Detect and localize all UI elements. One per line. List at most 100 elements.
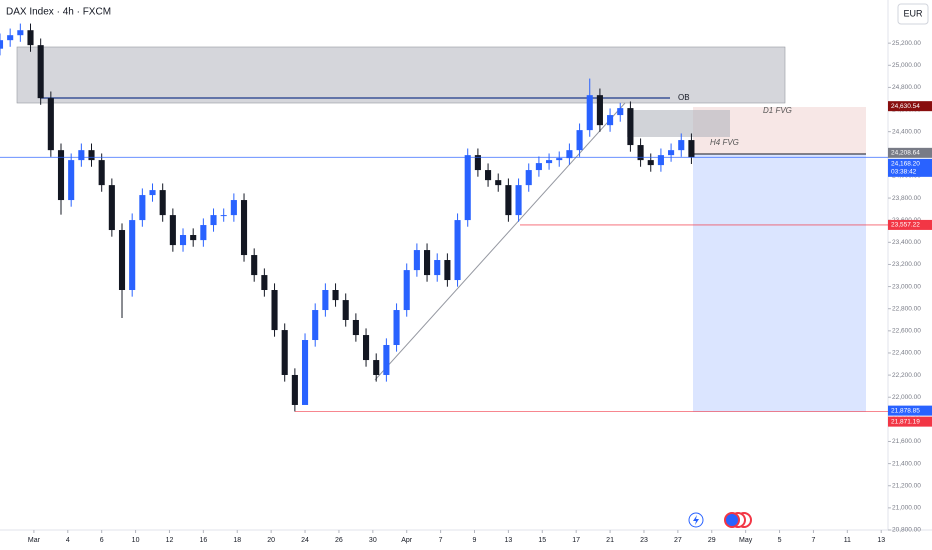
price-label: 23,557.22 — [891, 222, 920, 229]
y-tick-label: 23,200.00 — [892, 261, 921, 268]
price-label-bg — [888, 147, 932, 158]
x-tick-label: 13 — [504, 537, 512, 544]
x-tick-label: 17 — [572, 537, 580, 544]
candle-body — [108, 185, 115, 231]
y-tick-label: 22,200.00 — [892, 372, 921, 379]
price-label-bg — [888, 101, 932, 112]
candle-body — [179, 235, 187, 246]
x-tick-label: 20 — [267, 537, 275, 544]
event-icon-1[interactable] — [724, 512, 740, 528]
x-tick-label: 9 — [473, 537, 477, 544]
x-tick-label: May — [739, 537, 753, 544]
price-label: 21,871.19 — [891, 418, 920, 425]
candle-body — [98, 160, 105, 186]
candle-body — [668, 150, 675, 156]
y-tick-label: 22,400.00 — [892, 350, 921, 357]
price-countdown: 03:38:42 — [891, 169, 917, 176]
candle-body — [403, 270, 410, 311]
y-tick-label: 24,800.00 — [892, 84, 921, 91]
candle-body — [27, 30, 34, 46]
candle-body — [627, 108, 634, 146]
y-tick-label: 25,000.00 — [892, 62, 921, 69]
candle-body — [169, 215, 176, 246]
candle-body — [556, 158, 563, 161]
y-tick-label: 22,000.00 — [892, 394, 921, 401]
candle-body — [149, 190, 156, 196]
candle-body — [515, 185, 522, 216]
candle-body — [495, 180, 502, 186]
candle-body — [0, 40, 4, 49]
candle-body — [291, 374, 298, 405]
candle-body — [586, 95, 593, 131]
x-tick-label: 10 — [132, 537, 140, 544]
candle-body — [332, 290, 339, 301]
candle-body — [637, 145, 644, 161]
x-tick-label: 13 — [877, 537, 885, 544]
y-tick-label: 21,600.00 — [892, 438, 921, 445]
x-tick-label: 21 — [606, 537, 614, 544]
candle-body — [352, 319, 359, 336]
price-label: 24,168.20 — [891, 161, 920, 168]
candle-body — [413, 250, 420, 271]
candle-body — [190, 235, 197, 241]
candle-body — [393, 310, 400, 345]
candle-body — [251, 255, 258, 276]
trend-line — [374, 102, 626, 381]
currency[interactable]: EUR — [903, 8, 923, 18]
x-tick-label: 12 — [166, 537, 174, 544]
candle-body — [240, 200, 248, 256]
x-tick-label: 4 — [66, 537, 70, 544]
price-label-bg — [888, 219, 932, 230]
x-tick-label: 16 — [199, 537, 207, 544]
candle-body — [535, 163, 542, 171]
candle-body — [261, 275, 268, 291]
x-tick-label: 6 — [100, 537, 104, 544]
h4-fvg-zone — [627, 110, 730, 137]
price-label-bg — [888, 416, 932, 427]
target-zone — [693, 154, 866, 412]
x-tick-label: 24 — [301, 537, 309, 544]
ob-label: OB — [678, 93, 690, 102]
h4-fvg-label: H4 FVG — [710, 138, 739, 147]
plot — [0, 23, 695, 412]
price-label: 24,630.54 — [891, 103, 920, 110]
candle-body — [68, 160, 75, 201]
y-tick-label: 23,800.00 — [892, 195, 921, 202]
candle-body — [474, 155, 481, 171]
candle-body — [464, 155, 471, 221]
candle-body — [17, 30, 24, 36]
x-tick-label: 15 — [538, 537, 546, 544]
candle-body — [301, 340, 309, 405]
price-label-bg — [888, 405, 932, 416]
x-tick-label: 18 — [233, 537, 241, 544]
x-tick-label: 5 — [778, 537, 782, 544]
candle-body — [485, 170, 492, 181]
y-tick-label: 23,400.00 — [892, 239, 921, 246]
candle-body — [159, 190, 166, 216]
candle-body — [373, 360, 380, 375]
candle-body — [434, 260, 441, 276]
x-tick-label: 11 — [844, 537, 851, 544]
candle-body — [281, 330, 288, 375]
x-tick-label: 23 — [640, 537, 648, 544]
candle-body — [596, 95, 603, 126]
candle-body — [525, 170, 532, 186]
candle-body — [78, 150, 85, 161]
price-label: 24,208.64 — [891, 150, 920, 157]
x-tick-label: 7 — [439, 537, 443, 544]
x-tick-label: 27 — [674, 537, 682, 544]
x-tick-label: 29 — [708, 537, 716, 544]
y-tick-label: 22,800.00 — [892, 305, 921, 312]
x-tick-label: Apr — [401, 537, 413, 544]
candle-body — [566, 150, 573, 159]
currency-button[interactable] — [897, 3, 929, 25]
chart-title: DAX Index · 4h · FXCM — [6, 7, 111, 18]
candle-body — [129, 220, 136, 291]
x-tick-label: 26 — [335, 537, 343, 544]
candle-body — [271, 290, 278, 331]
price-label-bg — [888, 158, 932, 177]
x-tick-label: 30 — [369, 537, 377, 544]
candle-body — [647, 160, 654, 166]
candle-body — [505, 185, 512, 216]
